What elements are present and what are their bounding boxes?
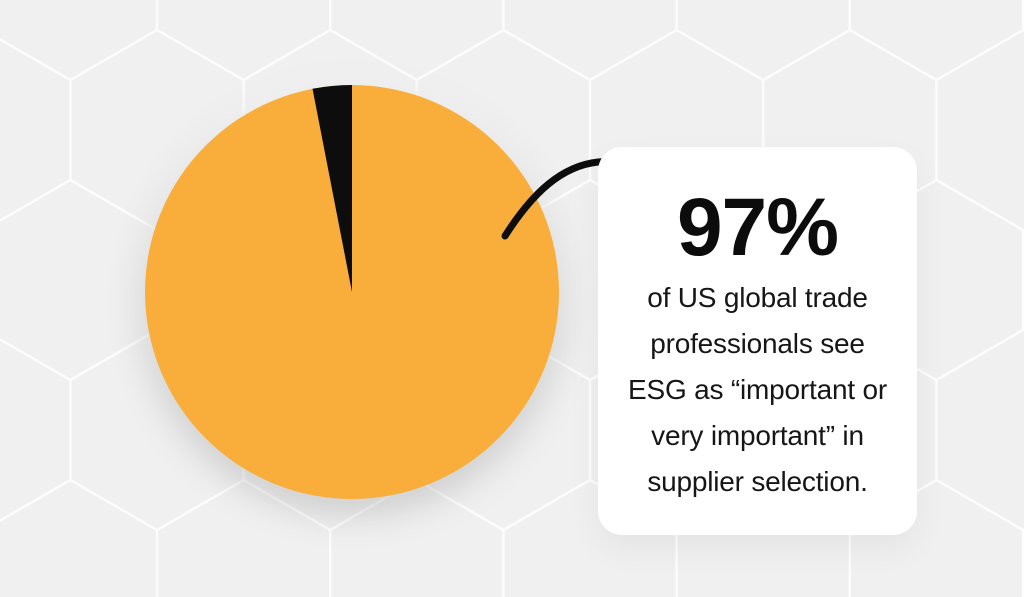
stat-value: 97%: [676, 182, 839, 273]
stat-description-line: very important” in: [651, 420, 864, 451]
stat-description: of US global trade professionals see ESG…: [598, 275, 917, 505]
stat-description-line: of US global trade: [647, 282, 868, 313]
stat-description-line: professionals see: [650, 328, 865, 359]
stat-card: 97% of US global trade professionals see…: [598, 147, 917, 535]
pie-chart: [145, 85, 559, 499]
pie-slice-minority: [312, 85, 352, 292]
stat-description-line: supplier selection.: [647, 466, 868, 497]
stat-description-line: ESG as “important or: [628, 374, 887, 405]
